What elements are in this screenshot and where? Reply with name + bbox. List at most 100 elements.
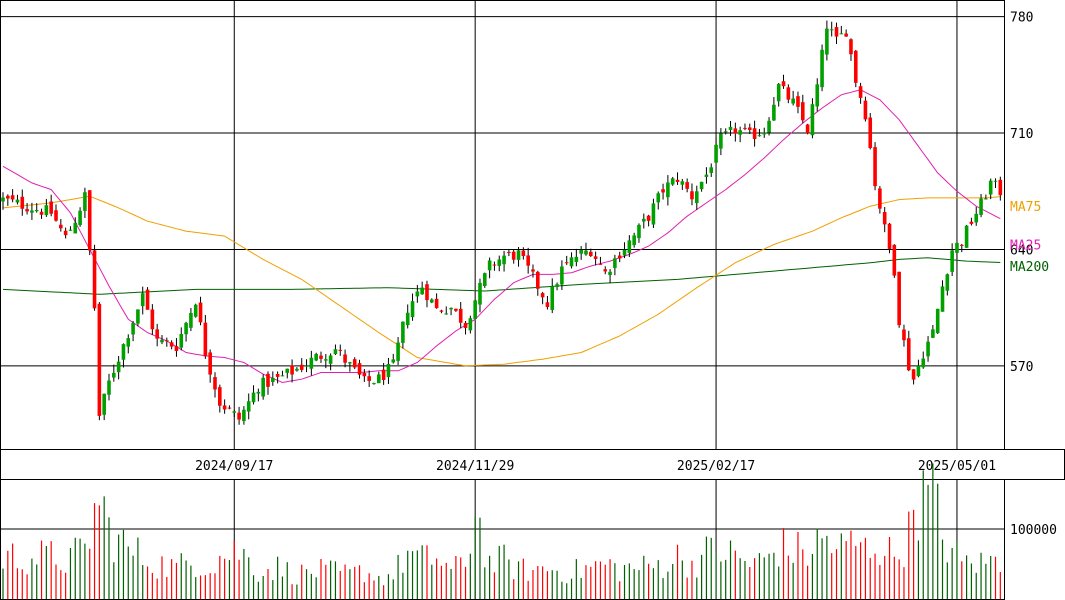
candle-body (984, 198, 988, 200)
candle-body (165, 340, 169, 342)
candle-body (598, 263, 603, 265)
candle-body (507, 251, 511, 253)
candle-body (405, 312, 410, 326)
legend: MA75 MA25 MA200 (1010, 200, 1049, 275)
candle-body (280, 375, 285, 377)
candle-body (955, 242, 959, 253)
candle-body (237, 412, 241, 420)
candle-body (863, 100, 868, 120)
candle-body (112, 372, 116, 378)
candle-body (473, 300, 477, 319)
candle-body (911, 369, 916, 380)
candle-body (560, 266, 564, 285)
candle-body (246, 401, 251, 412)
candle-body (352, 359, 357, 368)
candle-body (873, 147, 877, 187)
candle-body (704, 174, 709, 177)
legend-ma75: MA75 (1010, 200, 1041, 215)
candle-body (449, 307, 453, 310)
candle-body (719, 133, 723, 149)
candle-body (391, 359, 396, 363)
candle-body (343, 354, 347, 363)
price-axis: 780 710 640 570 (1010, 11, 1033, 375)
candle-body (940, 286, 945, 312)
candle-body (425, 284, 429, 301)
candle-body (92, 250, 97, 309)
candle-body (372, 383, 376, 385)
price-tick-label: 640 (1010, 243, 1033, 258)
candle-body (921, 358, 926, 368)
candle-body (786, 87, 791, 100)
candle-body (661, 189, 665, 193)
candle-body (377, 374, 381, 384)
candle-body (641, 218, 646, 222)
candle-body (487, 260, 492, 271)
date-tick-label: 2024/11/29 (436, 459, 514, 474)
candle-body (261, 377, 265, 397)
candle-body (699, 181, 704, 190)
candle-body (131, 322, 135, 335)
candle-body (651, 203, 656, 225)
candle-body (825, 28, 829, 55)
price-tick-label: 570 (1010, 360, 1033, 375)
candle-body (454, 308, 458, 311)
candle-body (198, 302, 203, 323)
candle-body (295, 368, 299, 371)
candle-body (796, 96, 800, 107)
candle-body (266, 373, 270, 387)
candle-body (685, 182, 689, 189)
candle-body (632, 235, 636, 246)
candle-body (540, 293, 545, 298)
candle-body (227, 407, 232, 409)
candle-body (709, 167, 714, 173)
candle-body (733, 128, 738, 134)
moving-average-lines (2, 89, 1001, 384)
price-panel: 780 710 640 570 MA75 MA25 MA200 (0, 0, 1049, 450)
candle-body (535, 271, 540, 289)
candle-body (820, 49, 824, 88)
candle-body (998, 179, 1003, 196)
candle-body (381, 369, 386, 381)
candle-body (242, 409, 246, 422)
candle-body (858, 86, 863, 98)
candle-body (728, 126, 733, 130)
candle-body (222, 405, 227, 410)
candle-body (386, 363, 391, 378)
candle-body (988, 180, 993, 195)
candle-body (367, 376, 371, 381)
candle-body (969, 221, 974, 224)
date-axis: 2024/09/17 2024/11/29 2025/02/17 2025/05/01 (0, 449, 1065, 480)
candle-body (882, 212, 887, 225)
candle-body (218, 387, 222, 406)
candle-body (887, 223, 892, 249)
candle-body (613, 258, 617, 268)
candle-body (208, 352, 212, 375)
candle-body (608, 271, 612, 276)
candle-body (666, 182, 670, 198)
ma200-line (2, 257, 1001, 295)
date-axis-band (0, 449, 1065, 480)
volume-plot-area (0, 479, 1005, 600)
legend-ma200: MA200 (1010, 260, 1049, 275)
candle-body (531, 269, 535, 272)
candle-body (555, 284, 559, 287)
price-plot-area (0, 0, 1005, 450)
candle-body (213, 377, 217, 390)
candle-body (526, 255, 530, 266)
candle-body (690, 191, 694, 200)
volume-tick-label: 100000 (1010, 523, 1057, 538)
candle-body (926, 341, 930, 357)
candle-body (102, 393, 106, 415)
candle-body (853, 50, 858, 83)
candle-body (483, 273, 487, 287)
candle-body (574, 256, 579, 263)
candle-body (1, 197, 5, 202)
candle-body (637, 224, 641, 239)
candle-body (333, 349, 338, 355)
candle-body (338, 349, 343, 351)
price-tick-label: 710 (1010, 127, 1033, 142)
candle-body (107, 380, 111, 395)
candle-body (468, 318, 473, 331)
volume-series (2, 463, 1001, 599)
